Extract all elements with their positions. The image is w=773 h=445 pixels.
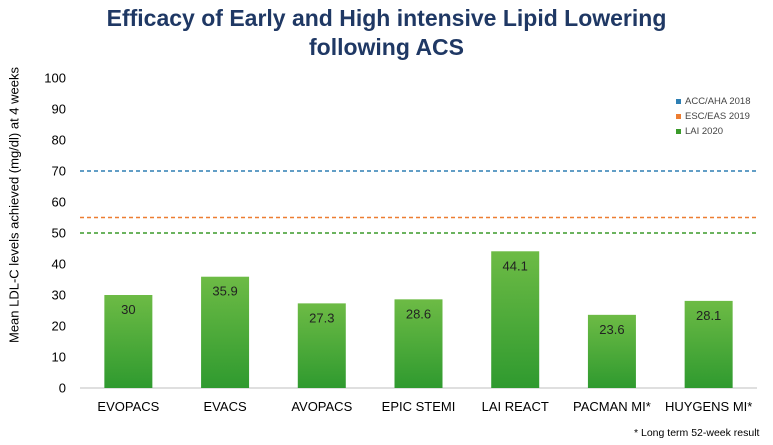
y-tick-label: 20 [52, 319, 66, 334]
bar-value-label: 27.3 [309, 310, 334, 325]
y-tick-label: 10 [52, 350, 66, 365]
value-labels: 30 35.9 27.3 28.6 44.1 23.6 28.1 [121, 258, 721, 337]
y-tick-label: 90 [52, 102, 66, 117]
legend-swatch-lai [676, 128, 681, 134]
category-label: EVACS [204, 399, 247, 414]
bar [297, 303, 346, 388]
chart-title-line-2: following ACS [308, 34, 464, 60]
reference-lines [80, 170, 757, 234]
y-tick-label: 0 [59, 381, 66, 396]
category-label: HUYGENS MI* [665, 399, 752, 414]
category-label: AVOPACS [291, 399, 352, 414]
y-tick-label: 30 [52, 288, 66, 303]
bar-value-label: 35.9 [212, 284, 237, 299]
legend-swatch-acc-aha [676, 98, 681, 104]
bar [587, 314, 636, 388]
y-tick-label: 60 [52, 195, 66, 210]
y-tick-label: 40 [52, 257, 66, 272]
legend-item-acc-aha: ACC/AHA 2018 [676, 94, 750, 108]
bars [104, 251, 733, 388]
footnote: * Long term 52-week result [634, 427, 760, 439]
legend-item-esc-eas: ESC/EAS 2019 [676, 109, 750, 123]
legend: ACC/AHA 2018 ESC/EAS 2019 LAI 2020 [676, 94, 750, 139]
legend-item-lai: LAI 2020 [676, 124, 750, 138]
legend-swatch-esc-eas [676, 113, 681, 119]
legend-label-esc-eas: ESC/EAS 2019 [685, 110, 750, 122]
bar-value-label: 44.1 [503, 258, 528, 273]
bar-value-label: 28.1 [696, 308, 721, 323]
category-label: EVOPACS [97, 399, 159, 414]
bar-value-label: 30 [121, 302, 135, 317]
bar [491, 251, 540, 388]
bar [394, 299, 443, 388]
bar-value-label: 23.6 [599, 322, 624, 337]
legend-label-acc-aha: ACC/AHA 2018 [685, 95, 751, 107]
y-tick-label: 80 [52, 133, 66, 148]
bar [201, 276, 250, 388]
y-axis-ticks: 0 10 20 30 40 50 60 70 80 90 100 [44, 71, 66, 396]
category-label: EPIC STEMI [382, 399, 456, 414]
chart-title: Efficacy of Early and High intensive Lip… [0, 4, 773, 62]
y-tick-label: 50 [52, 226, 66, 241]
bar-value-label: 28.6 [406, 306, 431, 321]
category-label: LAI REACT [482, 399, 549, 414]
bar [104, 295, 153, 388]
y-tick-label: 70 [52, 164, 66, 179]
category-labels: EVOPACS EVACS AVOPACS EPIC STEMI LAI REACT PA… [97, 399, 752, 414]
category-label: PACMAN MI* [573, 399, 651, 414]
chart-title-line-1: Efficacy of Early and High intensive Lip… [106, 5, 667, 31]
legend-label-lai: LAI 2020 [685, 125, 724, 137]
y-tick-label: 100 [44, 71, 66, 86]
bar [684, 300, 733, 388]
